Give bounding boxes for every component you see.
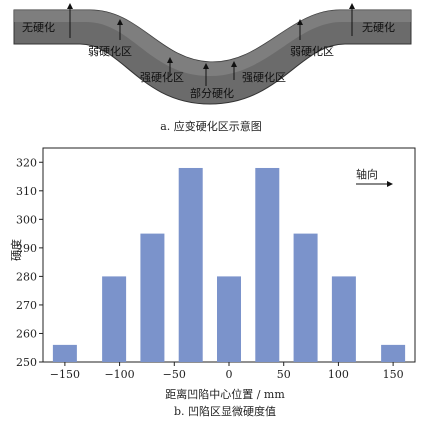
y-tick-label: 310 [16, 185, 37, 198]
dented-pipe-wall [13, 9, 412, 105]
bar [381, 344, 406, 362]
y-tick-label: 280 [16, 270, 37, 283]
bar [102, 276, 127, 362]
label-strong-right: 强硬化区 [242, 70, 286, 84]
label-strong-left: 强硬化区 [140, 70, 184, 84]
caption-b: b. 凹陷区显微硬度值 [174, 404, 276, 418]
y-axis-ticks: 250 260 270 280 290 300 310 320 [16, 156, 43, 369]
hardness-bar-chart: −150 −100 −50 0 50 100 150 250 260 270 280 290 300 3… [9, 147, 416, 418]
y-tick-label: 250 [16, 356, 37, 369]
y-tick-label: 300 [16, 213, 37, 226]
bar [331, 276, 356, 362]
bars [52, 167, 406, 362]
x-tick-label: −50 [163, 368, 186, 381]
x-axis-ticks: −150 −100 −50 0 50 100 150 [50, 362, 404, 381]
bar [293, 233, 318, 362]
label-partial: 部分硬化 [190, 86, 234, 100]
hardening-zone-diagram: 无硬化 无硬化 弱硬化区 弱硬化区 强硬化区 强硬化区 部分硬化 a. 应变硬化… [13, 3, 412, 133]
wall-top-band [14, 10, 411, 76]
caption-a: a. 应变硬化区示意图 [160, 119, 262, 133]
bar [178, 167, 203, 362]
x-tick-label: 0 [226, 368, 233, 381]
axis-direction-label: 轴向 [356, 167, 378, 181]
x-tick-label: 150 [383, 368, 404, 381]
bar [255, 167, 280, 362]
y-axis-label: 硬度 [9, 239, 23, 261]
bar [52, 344, 77, 362]
label-no-harden-left: 无硬化 [22, 20, 55, 34]
x-axis-label: 距离凹陷中心位置 / mm [165, 387, 285, 401]
x-tick-label: −150 [50, 368, 80, 381]
y-tick-label: 260 [16, 327, 37, 340]
x-tick-label: 100 [328, 368, 349, 381]
label-no-harden-right: 无硬化 [362, 20, 395, 34]
y-tick-label: 290 [16, 242, 37, 255]
bar [140, 233, 165, 362]
x-tick-label: 50 [277, 368, 291, 381]
bar [217, 276, 241, 362]
x-tick-label: −100 [104, 368, 134, 381]
y-tick-label: 320 [16, 156, 37, 169]
label-weak-right: 弱硬化区 [290, 44, 334, 58]
label-weak-left: 弱硬化区 [88, 44, 132, 58]
y-tick-label: 270 [16, 299, 37, 312]
